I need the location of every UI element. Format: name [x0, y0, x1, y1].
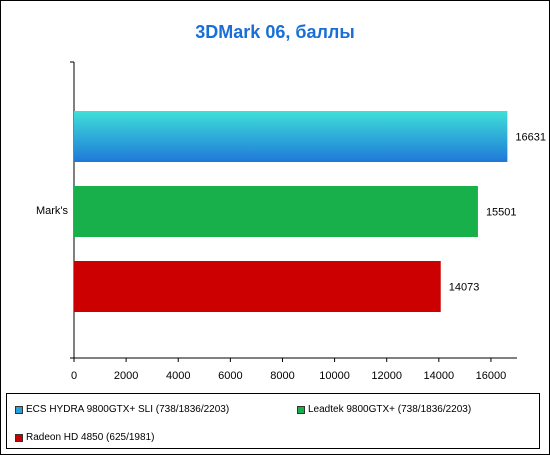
legend-item-ecs: ECS HYDRA 9800GTX+ SLI (738/1836/2203)	[15, 404, 229, 415]
x-tick-label: 0	[71, 370, 77, 382]
x-tick-label: 4000	[166, 370, 190, 382]
x-tick-label: 8000	[270, 370, 294, 382]
legend-swatch-ecs	[15, 405, 23, 414]
chart-legend: ECS HYDRA 9800GTX+ SLI (738/1836/2203) L…	[6, 393, 540, 449]
x-tick-label: 14000	[424, 370, 455, 382]
legend-swatch-leadtek	[297, 405, 305, 414]
legend-swatch-radeon	[15, 433, 23, 442]
x-tick-label: 6000	[218, 370, 242, 382]
bar-2	[74, 261, 441, 312]
bar-1	[74, 186, 478, 237]
category-label: Mark's	[36, 205, 69, 217]
x-tick-label: 10000	[319, 370, 350, 382]
legend-label-ecs: ECS HYDRA 9800GTX+ SLI (738/1836/2203)	[26, 404, 230, 415]
bar-value-label: 15501	[486, 207, 517, 219]
legend-item-leadtek: Leadtek 9800GTX+ (738/1836/2203)	[297, 404, 471, 415]
legend-item-radeon: Radeon HD 4850 (625/1981)	[15, 432, 154, 443]
chart-title: 3DMark 06, баллы	[195, 22, 355, 42]
legend-label-radeon: Radeon HD 4850 (625/1981)	[26, 432, 155, 443]
legend-label-leadtek: Leadtek 9800GTX+ (738/1836/2203)	[308, 404, 472, 415]
x-tick-label: 2000	[114, 370, 138, 382]
x-tick-label: 12000	[371, 370, 402, 382]
bar-value-label: 16631	[515, 132, 546, 144]
x-tick-label: 16000	[476, 370, 507, 382]
bar-value-label: 14073	[449, 282, 480, 294]
bar-0	[74, 111, 508, 162]
